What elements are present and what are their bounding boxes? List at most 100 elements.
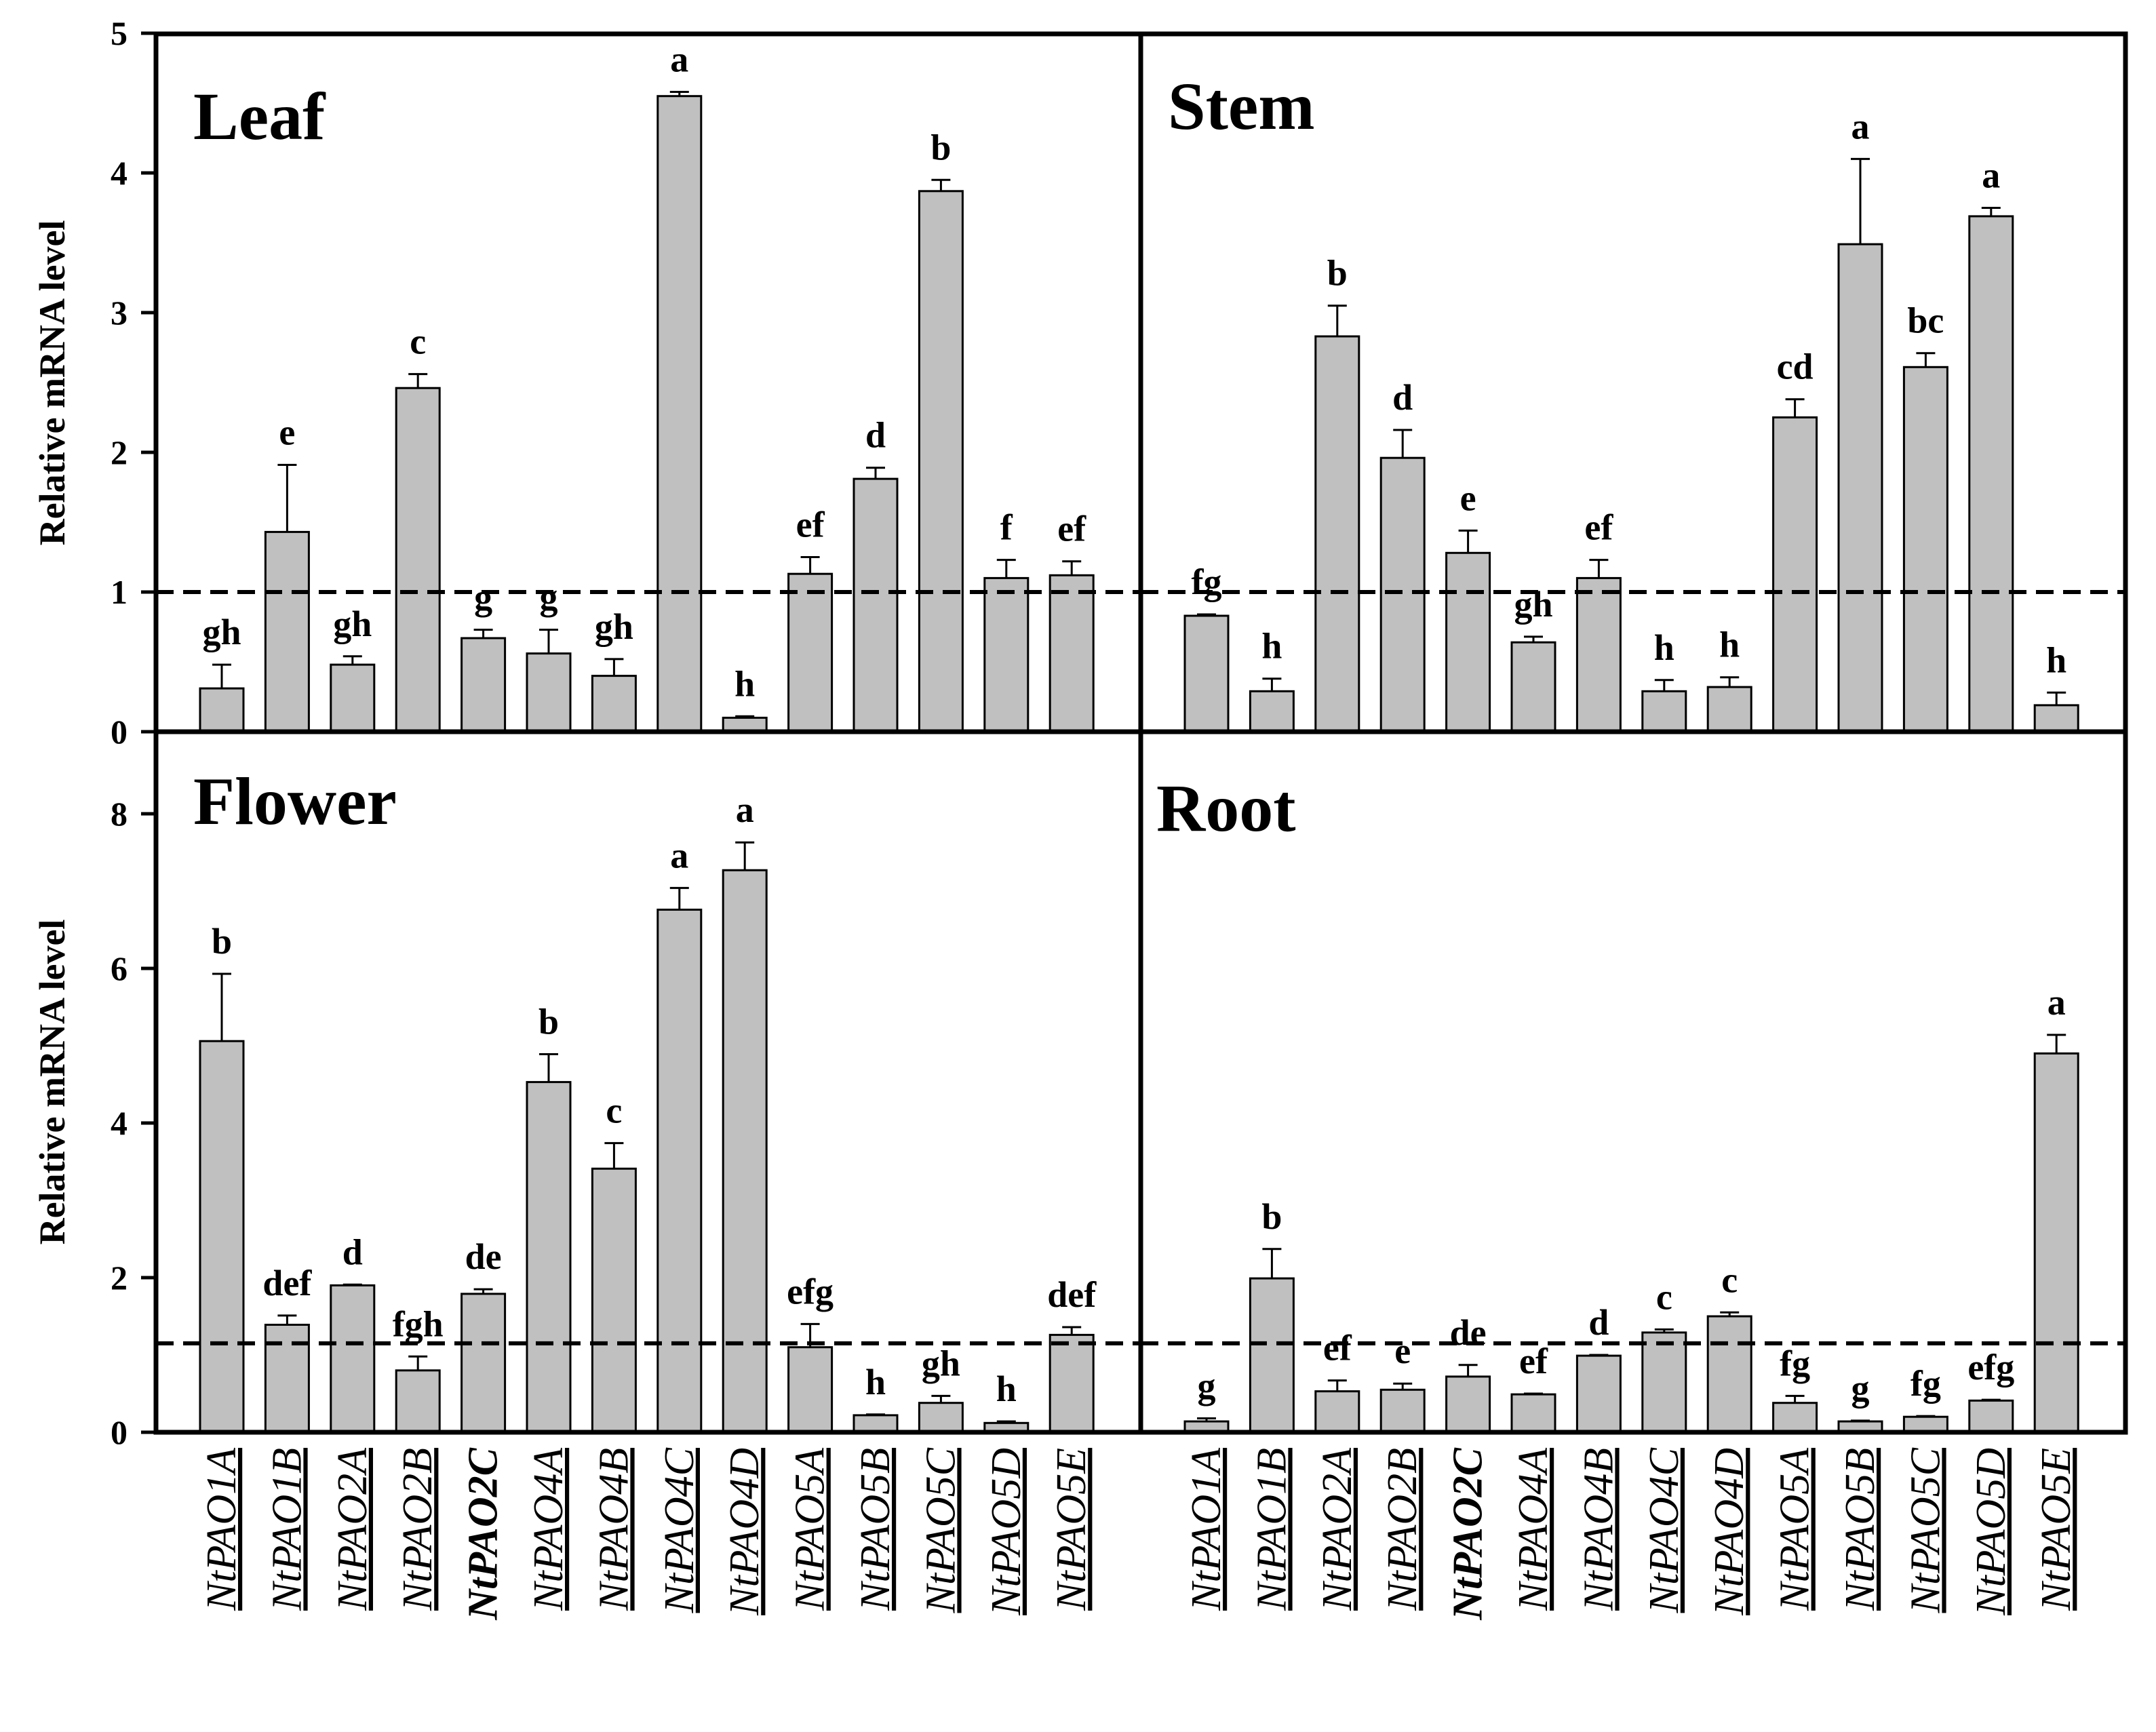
leaf-bar-NtPAO5D (983, 576, 1030, 733)
y-axis-leaf: 0 1 2 3 4 5 Relative mRNA level (32, 14, 156, 751)
root-sig-label-NtPAO5C: fg (1910, 1363, 1941, 1404)
stem-sig-label-NtPAO5C: bc (1907, 300, 1944, 341)
root-bar-NtPAO2B (1379, 1388, 1426, 1434)
flower-bar-NtPAO5B (852, 1414, 899, 1434)
leaf-sig-label-NtPAO4A: g (540, 577, 558, 618)
stem-bar-NtPAO4B (1575, 576, 1622, 733)
root-bar-NtPAO2C (1445, 1375, 1491, 1434)
leaf-sig-label-NtPAO2C: g (474, 577, 492, 618)
gene-label-root-NtPAO2A: NtPAO2A (1314, 1447, 1360, 1611)
leaf-bar-NtPAO2A (330, 663, 376, 733)
leaf-bar-NtPAO2B (395, 387, 441, 733)
leaf-sig-label-NtPAO5B: d (865, 415, 886, 456)
gene-label-flower-NtPAO5D: NtPAO5D (983, 1448, 1030, 1616)
flower-sig-label-NtPAO2B: fgh (393, 1303, 444, 1344)
root-bar-NtPAO2A (1314, 1390, 1360, 1434)
leaf-bar-NtPAO5C (918, 190, 964, 733)
gene-label-flower-NtPAO4C: NtPAO4C (656, 1447, 703, 1613)
flower-panel-title: Flower (193, 764, 397, 839)
gene-label-flower-NtPAO2C: NtPAO2C (460, 1447, 507, 1620)
y-tick-label-0: 0 (111, 713, 128, 751)
gene-label-root-NtPAO1A: NtPAO1A (1183, 1447, 1230, 1611)
y-axes: 0 1 2 3 4 5 Relative mRNA level 0 2 4 6 8 Relative m… (32, 14, 156, 1451)
stem-panel-title: Stem (1168, 68, 1315, 144)
leaf-bar-NtPAO5E (1048, 574, 1095, 733)
gene-label-root-NtPAO4A: NtPAO4A (1510, 1447, 1556, 1611)
root-sig-label-NtPAO4C: c (1656, 1276, 1672, 1317)
leaf-bar-NtPAO2C (460, 637, 507, 733)
gene-label-flower-NtPAO4A: NtPAO4A (526, 1447, 572, 1611)
y-tick-label-4: 4 (111, 1104, 128, 1142)
leaf-sig-label-NtPAO5A: ef (796, 505, 825, 545)
flower-sig-label-NtPAO4B: c (606, 1090, 622, 1131)
root-bar-NtPAO4A (1510, 1393, 1556, 1434)
flower-bar-NtPAO1A (199, 1040, 245, 1434)
stem-sig-label-NtPAO5D: a (1982, 155, 2000, 196)
gene-label-root-NtPAO5C: NtPAO5C (1902, 1447, 1948, 1613)
stem-bar-NtPAO4C (1641, 690, 1687, 733)
leaf-sig-label-NtPAO4C: a (670, 39, 688, 80)
gene-label-root-NtPAO5B: NtPAO5B (1837, 1448, 1883, 1611)
root-bar-NtPAO1B (1249, 1277, 1295, 1434)
stem-bar-NtPAO5A (1772, 416, 1818, 733)
root-bar-NtPAO4B (1575, 1354, 1622, 1434)
leaf-bar-NtPAO1A (199, 687, 245, 733)
stem-bar-NtPAO5D (1968, 215, 2014, 733)
stem-bar-NtPAO5C (1902, 366, 1948, 733)
flower-sig-label-NtPAO5D: h (996, 1369, 1017, 1409)
panel-frames (153, 31, 2128, 1435)
stem-bar-NtPAO5B (1837, 243, 1883, 733)
gene-label-root-NtPAO5E: NtPAO5E (2033, 1448, 2079, 1611)
gene-label-flower-NtPAO5C: NtPAO5C (918, 1447, 964, 1613)
y-tick-label-8: 8 (111, 795, 128, 833)
gene-label-flower-NtPAO5B: NtPAO5B (852, 1448, 899, 1611)
leaf-sig-label-NtPAO5C: b (930, 127, 951, 168)
stem-sig-label-NtPAO1B: h (1261, 626, 1282, 667)
stem-sig-label-NtPAO4B: ef (1584, 507, 1613, 548)
y-axis-title-leaf: Relative mRNA level (32, 220, 73, 546)
gene-label-root-NtPAO1B: NtPAO1B (1249, 1448, 1295, 1611)
root-bar-NtPAO4C (1641, 1331, 1687, 1434)
flower-bar-NtPAO5A (787, 1346, 834, 1434)
stem-bar-NtPAO1A (1183, 614, 1230, 733)
stem-sig-label-NtPAO5E: h (2046, 639, 2066, 680)
flower-bar-NtPAO4D (722, 869, 768, 1434)
gene-label-root-NtPAO4C: NtPAO4C (1641, 1447, 1687, 1613)
gene-label-root-NtPAO5A: NtPAO5A (1772, 1447, 1818, 1611)
flower-bar-NtPAO2A (330, 1284, 376, 1434)
flower-bar-NtPAO5C (918, 1402, 964, 1434)
root-sig-label-NtPAO5E: a (2047, 982, 2066, 1023)
root-sig-label-NtPAO4B: d (1588, 1302, 1609, 1343)
root-frame (1138, 729, 2128, 1435)
flower-sig-label-NtPAO1B: def (262, 1263, 312, 1303)
gene-label-flower-NtPAO1B: NtPAO1B (264, 1448, 310, 1611)
leaf-sig-label-NtPAO5E: ef (1057, 509, 1086, 549)
leaf-sig-label-NtPAO1A: gh (202, 612, 241, 652)
root-panel-title: Root (1156, 770, 1296, 846)
root-sig-label-NtPAO2B: e (1394, 1331, 1411, 1371)
stem-bar-NtPAO5E (2033, 704, 2079, 733)
x-axis-gene-labels: NtPAO1A NtPAO1B NtPAO2A NtPAO2B NtPAO2C NtPAO… (199, 1447, 2079, 1621)
root-bar-NtPAO5D (1968, 1399, 2014, 1434)
root-sig-label-NtPAO2A: ef (1323, 1328, 1352, 1369)
flower-sig-label-NtPAO5A: efg (787, 1271, 834, 1312)
flower-sig-label-NtPAO5B: h (865, 1362, 886, 1402)
gene-label-flower-NtPAO4D: NtPAO4D (722, 1448, 768, 1616)
root-sig-label-NtPAO5A: fg (1780, 1343, 1810, 1383)
flower-sig-label-NtPAO5C: gh (922, 1343, 960, 1383)
root-sig-label-NtPAO2C: de (1450, 1312, 1487, 1353)
stem-sig-label-NtPAO4C: h (1654, 627, 1674, 668)
root-bar-NtPAO5E (2033, 1052, 2079, 1434)
stem-sig-label-NtPAO2A: b (1327, 253, 1348, 294)
y-axis-flower: 0 2 4 6 8 Relative mRNA level (32, 795, 156, 1451)
stem-bar-NtPAO1B (1249, 690, 1295, 733)
leaf-bar-NtPAO4C (656, 95, 703, 733)
y-tick-label-1: 1 (111, 573, 128, 611)
y-tick-label-2: 2 (111, 433, 128, 471)
flower-sig-label-NtPAO4D: a (736, 789, 754, 830)
stem-bar-NtPAO4A (1510, 641, 1556, 733)
y-tick-label-2: 2 (111, 1259, 128, 1297)
stem-sig-label-NtPAO4D: h (1719, 625, 1740, 665)
leaf-bar-NtPAO1B (264, 530, 310, 733)
